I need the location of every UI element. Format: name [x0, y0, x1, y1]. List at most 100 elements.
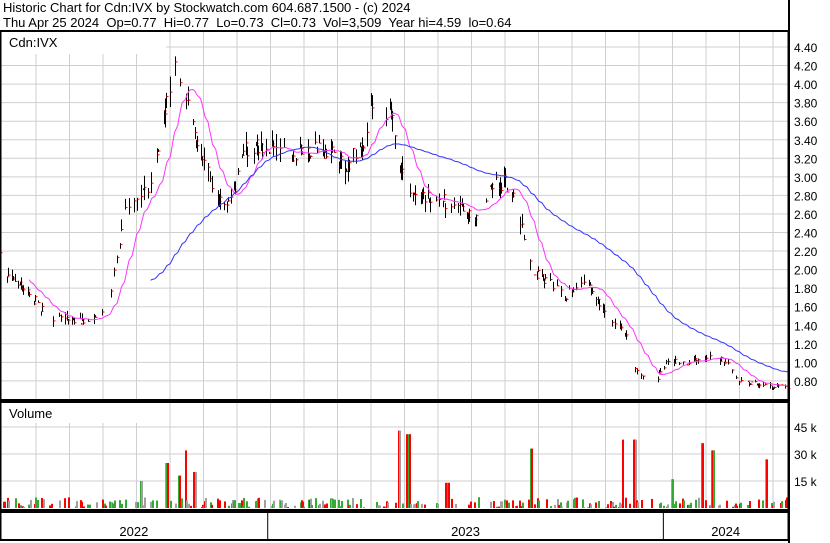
volume-bar	[399, 430, 401, 508]
volume-bar	[185, 450, 187, 508]
volume-bar	[490, 501, 492, 508]
volume-bar	[347, 499, 349, 508]
volume-bar	[667, 504, 669, 508]
y-tick-label: 2.80	[794, 189, 818, 203]
y-tick-label: 3.60	[794, 115, 818, 129]
volume-bar	[102, 499, 104, 508]
volume-bar	[37, 499, 39, 508]
volume-bar	[417, 501, 419, 508]
volume-bar	[18, 503, 20, 508]
volume-bar	[190, 505, 192, 508]
volume-bar	[625, 497, 627, 508]
year-label: 2024	[711, 524, 740, 539]
volume-bar	[195, 472, 197, 508]
volume-bar	[334, 499, 336, 508]
volume-bar	[762, 500, 764, 508]
volume-bar	[319, 503, 321, 508]
y-tick-label: 2.00	[794, 264, 818, 278]
volume-bar	[713, 450, 715, 508]
volume-bar	[607, 504, 609, 508]
volume-bar	[740, 502, 742, 508]
volume-bar	[15, 498, 17, 508]
volume-bar	[493, 501, 495, 508]
y-tick-label: 3.20	[794, 152, 818, 166]
y-tick-label: 1.80	[794, 282, 818, 296]
volume-bar	[409, 434, 411, 508]
volume-bar	[698, 497, 700, 508]
volume-bar	[576, 497, 578, 508]
volume-bar	[181, 498, 183, 508]
volume-bar	[679, 503, 681, 508]
volume-bar	[68, 497, 70, 508]
volume-bar	[142, 505, 144, 508]
volume-bar	[324, 504, 326, 508]
volume-bar	[519, 500, 521, 508]
volume-bar	[23, 506, 25, 508]
volume-bar	[506, 500, 508, 508]
volume-bar	[217, 498, 219, 508]
volume-bar	[179, 475, 181, 508]
volume-bar	[516, 505, 518, 508]
volume-bar	[43, 499, 45, 508]
y-tick-label: 3.40	[794, 134, 818, 148]
volume-bar	[512, 500, 514, 508]
volume-bar	[732, 506, 734, 508]
volume-bar	[758, 499, 760, 508]
volume-bar	[49, 505, 51, 508]
volume-bar	[326, 503, 328, 508]
volume-bar	[35, 497, 37, 508]
volume-bar	[534, 504, 536, 508]
volume-bar	[637, 502, 639, 508]
volume-bar	[688, 504, 690, 508]
volume-bar	[520, 506, 522, 508]
volume-bar	[186, 500, 188, 508]
volume-bar	[613, 506, 615, 508]
y-tick-label: 3.00	[794, 171, 818, 185]
volume-bar	[76, 501, 78, 508]
volume-bar	[747, 505, 749, 508]
volume-bar	[376, 501, 378, 508]
volume-bar	[558, 504, 560, 508]
volume-bar	[660, 502, 662, 508]
volume-bar	[582, 499, 584, 508]
volume-bar	[224, 501, 226, 508]
volume-bar	[402, 503, 404, 508]
volume-bar	[125, 499, 127, 508]
volume-bar	[598, 501, 600, 508]
volume-bar	[341, 500, 343, 508]
moving-average-long	[150, 143, 789, 373]
volume-bar	[641, 500, 643, 508]
volume-bar	[273, 500, 275, 508]
volume-bar	[766, 459, 768, 508]
volume-bar	[135, 501, 137, 508]
volume-bar	[8, 500, 10, 508]
volume-bar	[622, 439, 624, 508]
volume-bar	[167, 463, 169, 508]
volume-bar	[205, 498, 207, 508]
volume-bar	[414, 503, 416, 508]
volume-bar	[112, 503, 114, 508]
volume-bar	[234, 500, 236, 508]
volume-bar	[41, 497, 43, 508]
volume-bar	[695, 499, 697, 508]
volume-bar	[612, 501, 614, 508]
volume-bar	[675, 501, 677, 508]
volume-bar	[258, 497, 260, 508]
y-tick-label: 4.40	[794, 41, 818, 55]
volume-bar	[264, 499, 266, 508]
volume-bar	[87, 504, 89, 508]
volume-bar	[144, 497, 146, 508]
volume-bar	[406, 434, 408, 508]
volume-bar	[338, 499, 340, 508]
volume-bar	[554, 504, 556, 508]
volume-bar	[531, 448, 533, 508]
volume-bar	[109, 501, 111, 508]
volume-bar	[303, 506, 305, 508]
volume-bar	[96, 502, 98, 508]
y-tick-label: 1.00	[794, 356, 818, 370]
volume-bar	[504, 499, 506, 508]
volume-bar	[356, 504, 358, 508]
volume-bar	[28, 504, 30, 508]
volume-bar	[141, 481, 143, 508]
